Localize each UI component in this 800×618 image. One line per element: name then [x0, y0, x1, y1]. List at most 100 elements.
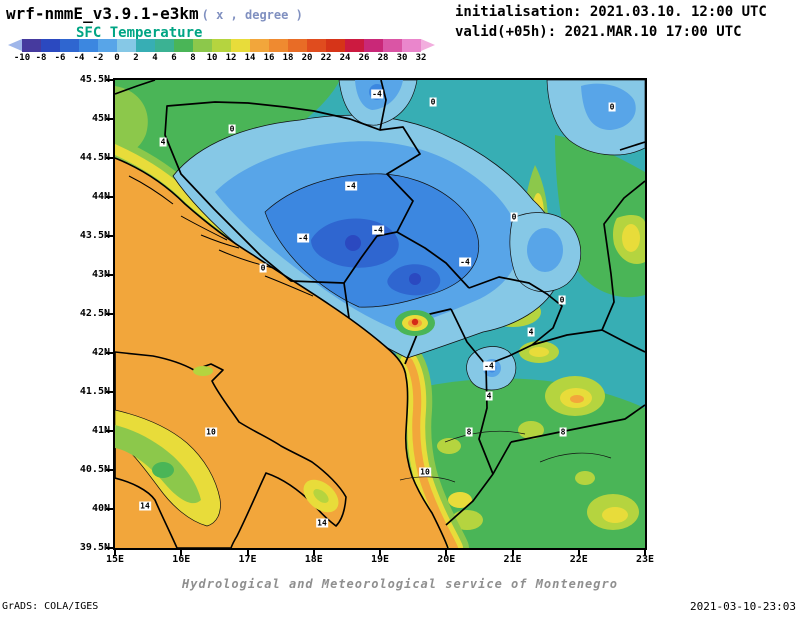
colorbar-tick-label: -6	[54, 53, 66, 63]
colorbar-cell	[212, 38, 231, 52]
colorbar-cell	[307, 38, 326, 52]
colorbar-cell	[250, 38, 269, 52]
colorbar-tick-label: 28	[377, 53, 389, 63]
colorbar-tick-label: 14	[244, 53, 256, 63]
lat-label: 43N	[91, 269, 110, 280]
lon-label: 22E	[569, 554, 588, 565]
lat-label: 40N	[91, 503, 110, 514]
lon-label: 18E	[304, 554, 323, 565]
colorbar-tick-label: 18	[282, 53, 294, 63]
colorbar-cell	[326, 38, 345, 52]
field-label: SFC Temperature	[76, 25, 203, 41]
lat-label: 45N	[91, 113, 110, 124]
colorbar-cell	[345, 38, 364, 52]
colorbar-arrow-left	[8, 39, 22, 51]
init-time-label: initialisation: 2021.03.10. 12:00 UTC	[455, 4, 767, 20]
lon-tick	[511, 550, 514, 556]
colorbar-tick-label: 16	[263, 53, 275, 63]
lat-tick	[106, 508, 113, 510]
station-marker	[411, 318, 419, 326]
lon-label: 23E	[635, 554, 655, 565]
lon-label: 19E	[370, 554, 390, 565]
east-coastline	[115, 157, 449, 548]
lat-tick	[106, 547, 113, 549]
lat-label: 39.5N	[79, 542, 110, 553]
colorbar-cell	[155, 38, 174, 52]
valid-time-label: valid(+05h): 2021.MAR.10 17:00 UTC	[455, 24, 742, 40]
colorbar-tick-label: 12	[225, 53, 237, 63]
colorbar-tick-label: 10	[206, 53, 218, 63]
lon-label: 21E	[503, 554, 522, 565]
colorbar-cell	[22, 38, 41, 52]
colorbar-cell	[383, 38, 402, 52]
lon-tick	[114, 550, 116, 556]
colorbar-tick-label: 30	[396, 53, 408, 63]
colorbar-cell	[60, 38, 79, 52]
colorbar-cell	[136, 38, 155, 52]
colorbar-cell	[364, 38, 383, 52]
lat-label: 42.5N	[79, 308, 110, 319]
colorbar-cell	[231, 38, 250, 52]
colorbar-cell	[402, 38, 421, 52]
colorbar-tick-label: -2	[92, 53, 104, 63]
lon-label: 16E	[172, 554, 191, 565]
colorbar-tick-label: -10	[13, 53, 31, 63]
lat-tick	[106, 313, 113, 315]
colorbar-cell	[117, 38, 136, 52]
lat-label: 45.5N	[79, 74, 110, 85]
lon-label: 15E	[105, 554, 125, 565]
colorbar-tick-label: 8	[190, 53, 196, 63]
colorbar-cell	[174, 38, 193, 52]
colorbar-cell	[79, 38, 98, 52]
lat-tick	[106, 79, 113, 81]
lat-label: 43.5N	[79, 230, 110, 241]
colorbar-tick-label: 26	[358, 53, 370, 63]
model-title: wrf-nmmE_v3.9.1-e3km( x , degree )	[6, 4, 303, 23]
lat-tick	[106, 274, 113, 276]
colorbar-tick-label: -4	[73, 53, 85, 63]
lon-tick	[445, 550, 448, 556]
colorbar-tick-label: 4	[152, 53, 158, 63]
region-corner-ygreen	[115, 86, 148, 154]
colorbar-cell	[193, 38, 212, 52]
lat-tick	[106, 196, 113, 198]
lon-tick	[644, 550, 646, 556]
colorbar-ticks: -10 -8 -6 -4 -2 0 2 4 6 8 10 12 14 16 18 20 22 24 26 28 30 32	[0, 53, 470, 65]
adriatic-islands	[128, 175, 314, 297]
lat-label: 40.5N	[79, 464, 110, 475]
lat-tick	[106, 430, 113, 432]
lat-label: 42N	[91, 347, 110, 358]
colorbar	[8, 38, 435, 52]
colorbar-tick-label: 20	[301, 53, 313, 63]
lat-tick	[106, 118, 113, 120]
colorbar-tick-label: 22	[320, 53, 332, 63]
grads-credit: GrADS: COLA/IGES	[2, 601, 99, 612]
lat-tick	[106, 391, 113, 393]
colorbar-tick-label: 2	[133, 53, 139, 63]
colorbar-cell	[41, 38, 60, 52]
model-title-text: wrf-nmmE_v3.9.1-e3km	[6, 4, 199, 23]
colorbar-tick-label: 0	[114, 53, 120, 63]
lat-label: 44.5N	[79, 152, 110, 163]
colorbar-tick-label: -8	[35, 53, 47, 63]
lat-tick	[106, 469, 113, 471]
colorbar-cell	[269, 38, 288, 52]
lat-tick	[106, 235, 113, 237]
colorbar-tick-label: 6	[171, 53, 177, 63]
lat-label: 41N	[91, 425, 110, 436]
temperature-map-svg	[115, 80, 645, 548]
colorbar-cell	[98, 38, 117, 52]
lon-tick	[312, 550, 315, 556]
lon-tick	[379, 550, 381, 556]
colorbar-tick-label: 24	[339, 53, 351, 63]
colorbar-tick-label: 32	[415, 53, 427, 63]
lon-tick	[577, 550, 580, 556]
lon-label: 17E	[238, 554, 257, 565]
creation-timestamp: 2021-03-10-23:03	[690, 600, 796, 613]
lon-tick	[180, 550, 183, 556]
lat-tick	[106, 352, 113, 354]
model-units: ( x , degree )	[201, 8, 303, 22]
colorbar-arrow-right	[421, 39, 435, 51]
lon-tick	[246, 550, 249, 556]
